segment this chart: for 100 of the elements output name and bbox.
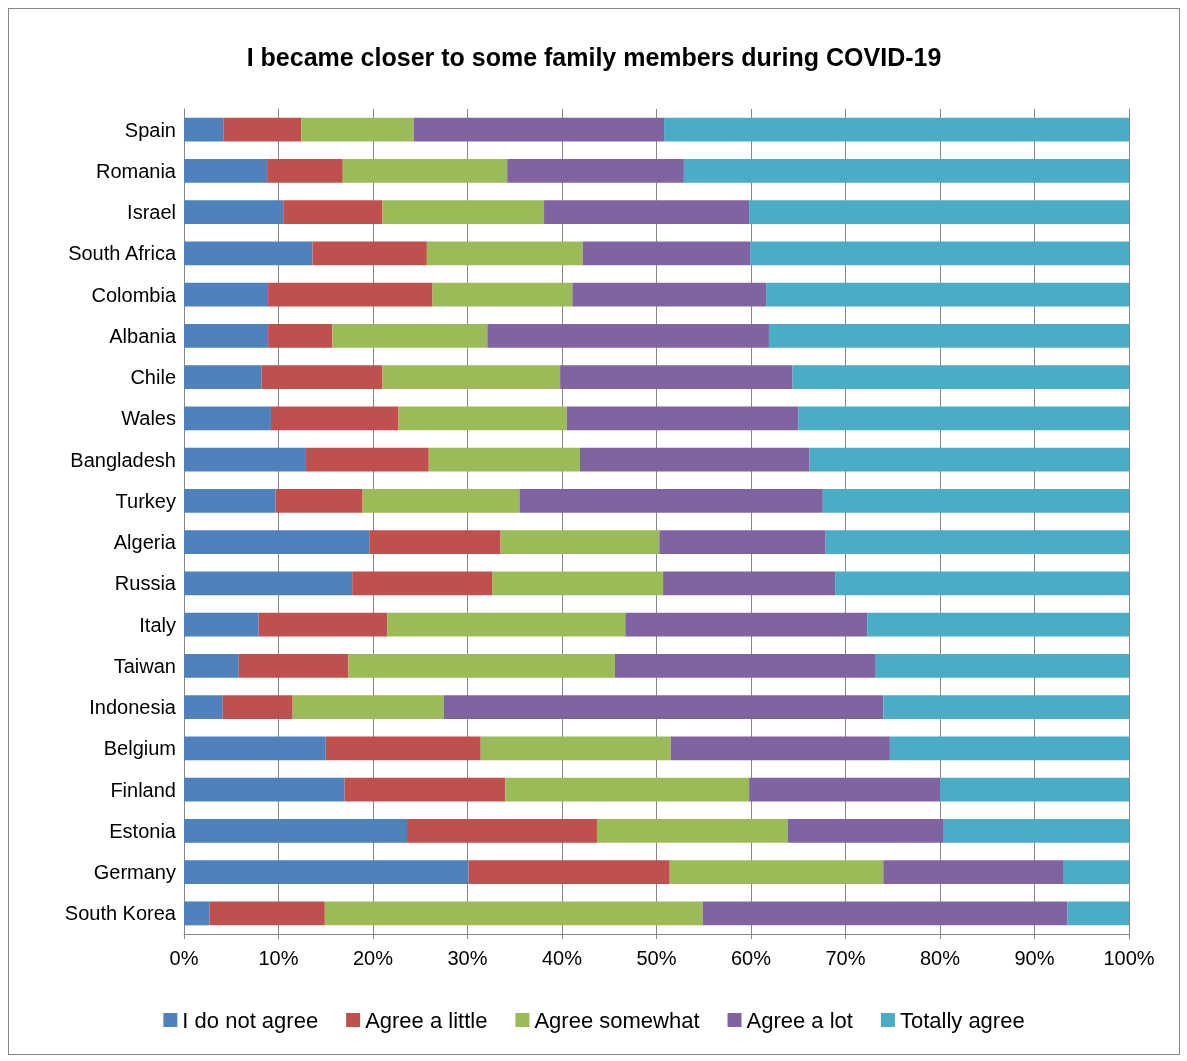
bar [507,158,684,183]
bar [500,530,660,555]
bar [940,777,1129,802]
bar [663,571,836,596]
bar [544,200,750,225]
legend-label: I do not agree [182,1007,319,1033]
bar [238,653,349,678]
y-tick-label: Estonia [109,819,177,842]
y-tick-label: Wales [121,407,176,430]
bar [332,323,488,348]
y-tick-label: Finland [110,778,176,801]
legend-label: Agree a lot [746,1007,853,1033]
x-tick-label: 60% [730,947,772,969]
bar [766,282,1129,307]
x-tick-label: 80% [919,947,961,969]
bar [560,365,793,390]
bar [184,571,353,596]
bar [749,200,1129,225]
y-tick-label: Spain [124,118,176,141]
bar [787,818,944,843]
y-tick-label: Bangladesh [70,448,176,471]
bar [750,241,1129,266]
bar [387,612,626,637]
bar [582,241,751,266]
y-tick-label: Italy [139,613,176,636]
bar [184,488,276,513]
bar [312,241,427,266]
bar [683,158,1129,183]
bar [258,612,388,637]
bar [519,488,823,513]
x-tick-label: 100% [1103,947,1155,969]
bar [184,612,259,637]
legend-label: Agree a little [365,1007,488,1033]
bar [443,695,884,720]
y-tick-label: Germany [93,861,176,884]
bar [883,695,1129,720]
y-tick-label: Indonesia [89,696,177,719]
bar [875,653,1129,678]
bar [352,571,493,596]
bar [184,158,268,183]
bar [362,488,520,513]
y-tick-label: Chile [130,366,176,389]
bar [301,117,414,142]
bar [749,777,940,802]
bar [268,323,333,348]
x-tick-label: 70% [825,947,866,969]
bar [268,282,433,307]
bar [487,323,769,348]
bar [382,365,561,390]
x-tick-label: 0% [169,947,199,969]
bar [305,447,429,472]
bar [825,530,1129,555]
x-tick-label: 40% [541,947,583,969]
bar [270,406,399,431]
bar [348,653,615,678]
bar [596,818,788,843]
bar [505,777,750,802]
bar [614,653,876,678]
legend-label: Totally agree [899,1007,1025,1033]
bar [669,860,884,885]
bar [325,736,481,761]
bar [184,406,271,431]
bar [369,530,501,555]
y-tick-label: Colombia [91,283,177,306]
bar [432,282,573,307]
x-tick-label: 10% [258,947,299,969]
bar [426,241,583,266]
bar [822,488,1129,513]
bar [625,612,868,637]
bar [184,241,313,266]
y-tick-label: Turkey [115,489,176,512]
bar [413,117,665,142]
bar [572,282,767,307]
bar [184,282,269,307]
bar [398,406,567,431]
bar [222,695,293,720]
bar [798,406,1129,431]
bar [184,653,239,678]
y-tick-label: Taiwan [113,654,176,677]
bar [428,447,580,472]
y-tick-label: South Korea [64,902,177,925]
bar [283,200,383,225]
bar [261,365,383,390]
y-tick-label: Algeria [113,531,177,554]
bar [867,612,1129,637]
bar [702,901,1068,926]
y-tick-label: Belgium [103,737,176,760]
bar [184,777,345,802]
bar [670,736,890,761]
x-tick-label: 90% [1014,947,1055,969]
bar [768,323,1129,348]
bar [184,365,262,390]
bar [184,117,224,142]
y-tick-label: Israel [127,201,176,224]
bar [292,695,444,720]
bar [480,736,671,761]
bar [184,860,469,885]
bar [659,530,826,555]
bar [1067,901,1129,926]
bar [184,200,284,225]
